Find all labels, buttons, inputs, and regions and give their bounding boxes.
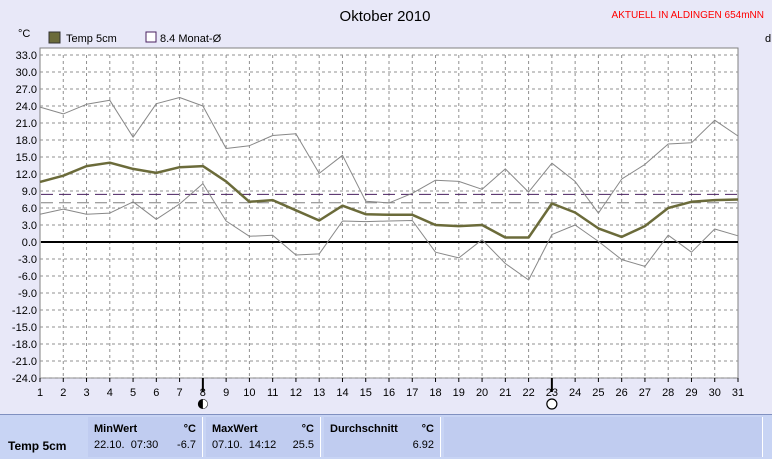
x-tick-label: 29 (685, 387, 697, 399)
x-tick-label: 1 (37, 387, 43, 399)
x-tick-label: 9 (223, 387, 229, 399)
x-tick-label: 23 (546, 387, 558, 399)
average-cell: Durchschnitt °C 6.92 (324, 417, 441, 457)
average-value: 6.92 (412, 439, 434, 451)
series-line-temp-5cm (39, 161, 739, 239)
y-tick-label: -18.0 (12, 339, 37, 351)
y-axis-unit: °C (18, 28, 30, 40)
right-edge-letter: d (765, 33, 771, 45)
stats-row-label: Temp 5cm (8, 439, 67, 453)
max-value-cell: MaxWert °C 07.10. 14:12 25.5 (206, 417, 321, 457)
series-line-envelope (39, 97, 739, 214)
y-tick-label: -15.0 (12, 322, 37, 334)
y-tick-label: 21.0 (16, 118, 37, 130)
data-series (39, 97, 739, 281)
y-tick-label: -21.0 (12, 356, 37, 368)
moon-phase-markers (197, 378, 558, 410)
y-tick-label: -3.0 (18, 254, 37, 266)
empty-stats-cell (444, 417, 763, 457)
x-tick-label: 7 (177, 387, 183, 399)
y-tick-label: 30.0 (16, 67, 37, 79)
x-tick-label: 17 (406, 387, 418, 399)
max-date: 07.10. 14:12 (212, 439, 277, 451)
x-tick-label: 27 (639, 387, 651, 399)
y-tick-label: 24.0 (16, 101, 37, 113)
station-location: AKTUELL IN ALDINGEN 654mNN (612, 10, 764, 21)
legend-label-monthly-avg: 8.4 Monat-Ø (160, 33, 222, 45)
x-tick-label: 31 (732, 387, 744, 399)
full-moon-icon (546, 398, 558, 410)
max-value: 25.5 (292, 439, 314, 451)
x-tick-label: 15 (360, 387, 372, 399)
x-tick-label: 13 (313, 387, 325, 399)
x-tick-label: 24 (569, 387, 581, 399)
x-tick-label: 8 (200, 387, 206, 399)
x-tick-label: 28 (662, 387, 674, 399)
x-tick-label: 19 (453, 387, 465, 399)
legend-swatch-temp-5cm (48, 31, 61, 44)
x-tick-label: 16 (383, 387, 395, 399)
temperature-chart: Oktober 2010 AKTUELL IN ALDINGEN 654mNN … (12, 8, 771, 410)
y-tick-label: -12.0 (12, 305, 37, 317)
y-tick-label: 3.0 (22, 220, 37, 232)
y-axis-ticks: 33.0 30.0 27.0 24.0 21.0 18.0 15.0 12.0 9.0 6.0 3.… (12, 50, 37, 385)
y-tick-label: -6.0 (18, 271, 37, 283)
x-tick-label: 20 (476, 387, 488, 399)
stats-panel: Temp 5cm MinWert °C 22.10. 07:30 -6.7 Ma… (0, 414, 772, 459)
average-unit: °C (421, 423, 434, 435)
x-tick-label: 22 (522, 387, 534, 399)
x-tick-label: 26 (616, 387, 628, 399)
y-tick-label: 9.0 (22, 186, 37, 198)
min-value-cell: MinWert °C 22.10. 07:30 -6.7 (88, 417, 203, 457)
x-tick-label: 5 (130, 387, 136, 399)
x-tick-label: 4 (107, 387, 113, 399)
x-tick-label: 3 (83, 387, 89, 399)
x-tick-label: 6 (153, 387, 159, 399)
x-tick-label: 30 (709, 387, 721, 399)
x-tick-label: 25 (592, 387, 604, 399)
x-tick-label: 10 (243, 387, 255, 399)
chart-title: Oktober 2010 (340, 8, 431, 25)
moon-half-icon (202, 399, 208, 409)
x-tick-label: 18 (429, 387, 441, 399)
legend-swatch-monthly-avg (145, 31, 157, 43)
max-label: MaxWert (212, 423, 258, 435)
y-tick-label: -24.0 (12, 373, 37, 385)
series-line-envelope (39, 183, 739, 281)
y-tick-label: 12.0 (16, 169, 37, 181)
average-label: Durchschnitt (330, 423, 398, 435)
min-label: MinWert (94, 423, 138, 435)
min-date: 22.10. 07:30 (94, 439, 159, 451)
y-tick-label: 0.0 (22, 237, 37, 249)
y-tick-label: 6.0 (22, 203, 37, 215)
min-unit: °C (183, 423, 196, 435)
x-tick-label: 14 (336, 387, 348, 399)
x-tick-label: 12 (290, 387, 302, 399)
y-tick-label: 33.0 (16, 50, 37, 62)
max-unit: °C (301, 423, 314, 435)
legend: Temp 5cm 8.4 Monat-Ø (48, 31, 222, 45)
x-axis-ticks: 1 2 3 4 5 6 7 8 9 10 11 12 13 14 15 16 17 18 19 20 21 22 23 24 2… (37, 378, 744, 399)
x-tick-label: 11 (267, 387, 278, 399)
y-tick-label: 18.0 (16, 135, 37, 147)
y-tick-label: 27.0 (16, 84, 37, 96)
min-value: -6.7 (177, 439, 196, 451)
x-tick-label: 2 (60, 387, 66, 399)
x-tick-label: 21 (499, 387, 511, 399)
y-tick-label: -9.0 (18, 288, 37, 300)
legend-label-temp-5cm: Temp 5cm (66, 33, 117, 45)
y-tick-label: 15.0 (16, 152, 37, 164)
